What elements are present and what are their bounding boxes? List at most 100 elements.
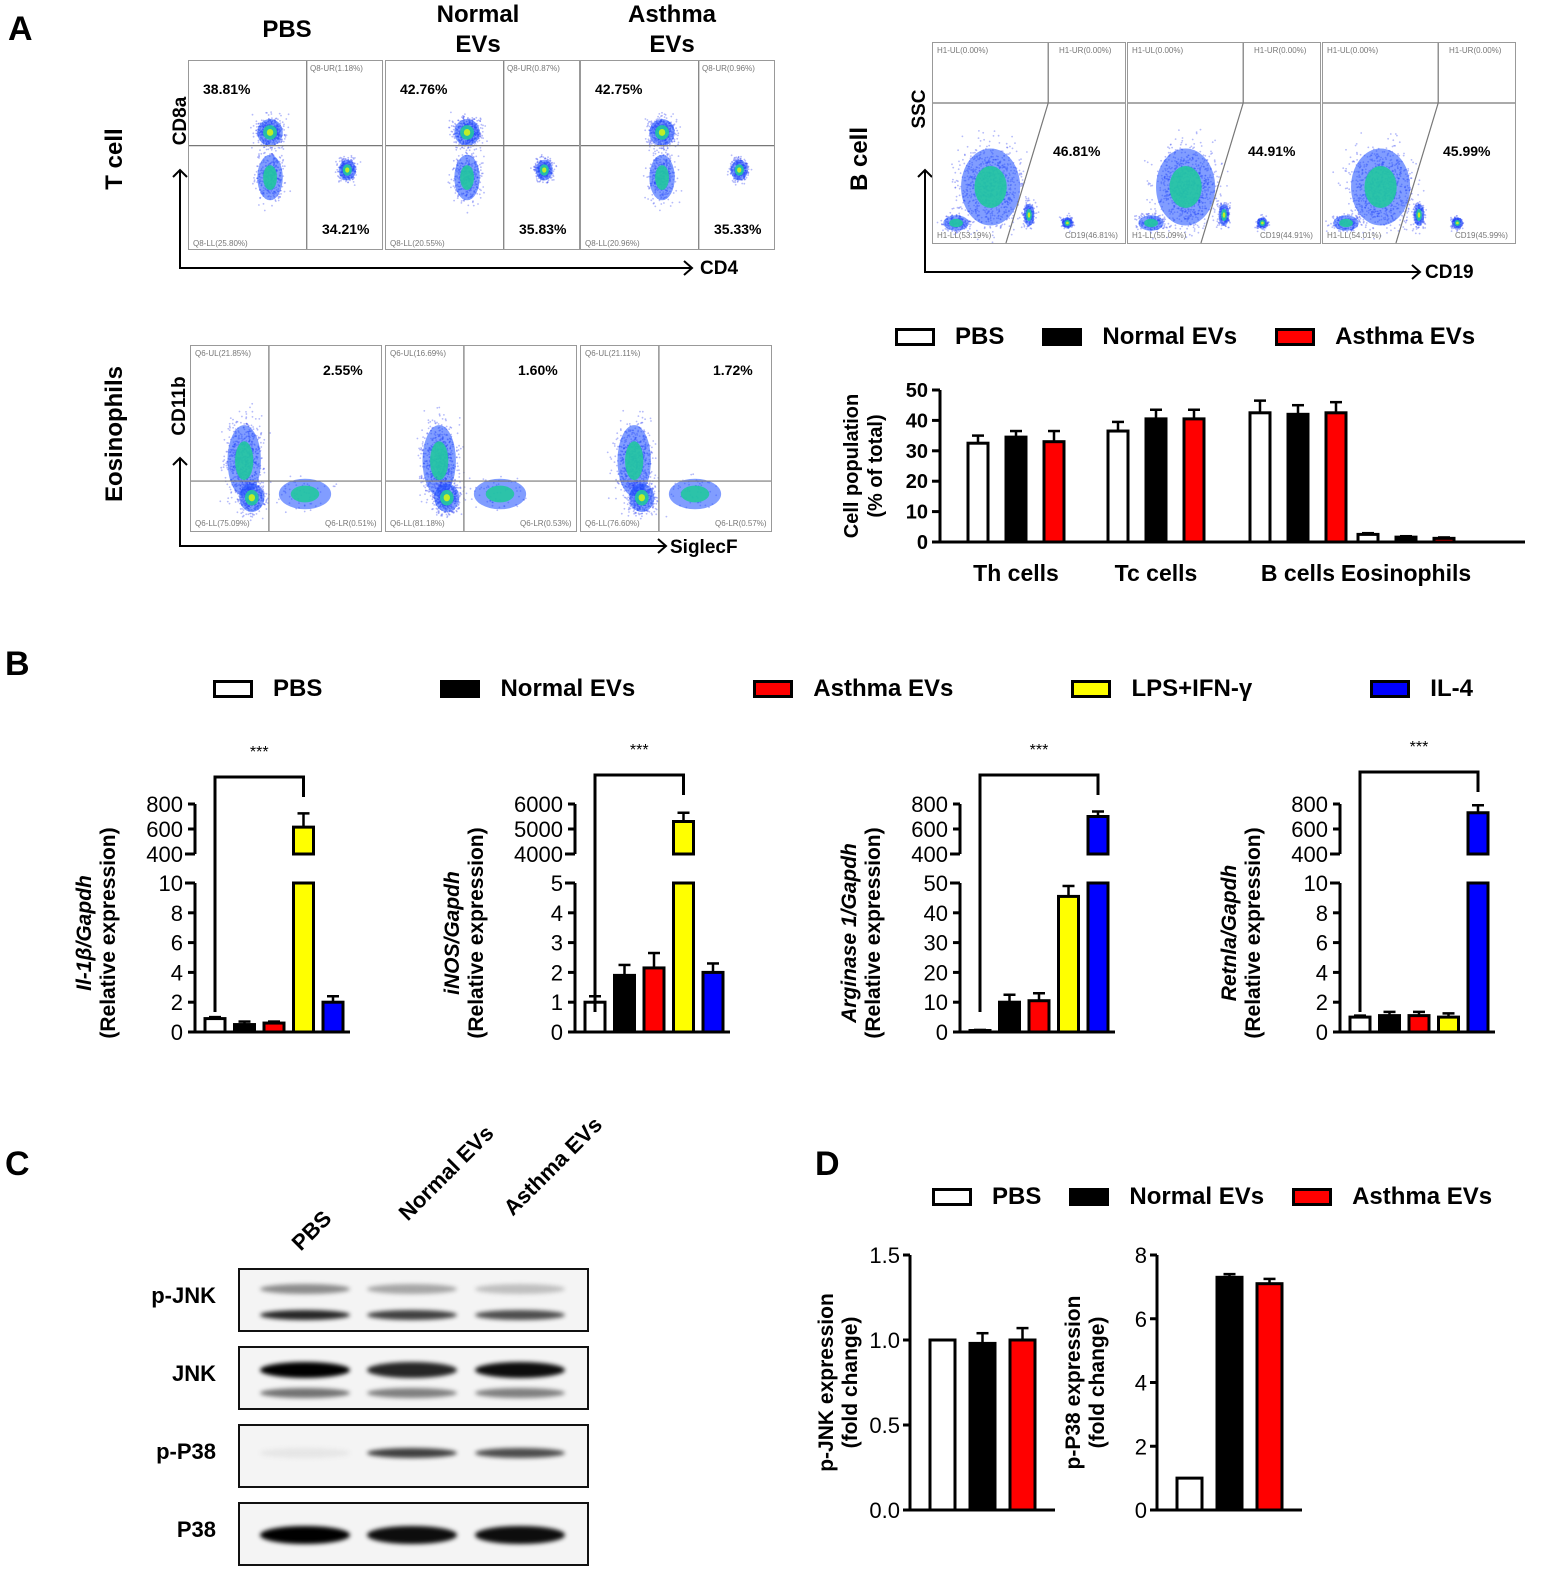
blot-band [475, 1362, 565, 1378]
legend-swatch [1292, 1188, 1333, 1206]
flow-plot-eos-3: Q6-UL(21.11%) 1.72% Q6-LL(76.60%) Q6-LR(0.5… [580, 345, 772, 532]
blot-label-p-jnk: p-JNK [151, 1283, 216, 1308]
bar-asthma-evs [1432, 536, 1456, 544]
blot-band [367, 1362, 457, 1378]
bar-pbs [1356, 532, 1380, 544]
legend-item: Asthma EVs [1275, 323, 1475, 351]
tcell-axis-arrow [172, 168, 694, 276]
bar-asthma-evs [1182, 417, 1206, 544]
x-axis-label-cd19: CD19 [1425, 262, 1474, 283]
blot-band [260, 1526, 350, 1544]
bar-3 [1437, 1015, 1460, 1034]
y-tick-label: 800 [146, 792, 183, 817]
legend-label: PBS [955, 323, 1005, 350]
legend-swatch [895, 328, 935, 346]
quadrant-ll-label: Q6-LL(76.60%) [585, 519, 640, 528]
bar-4 [701, 970, 725, 1034]
scatter-dots [606, 409, 722, 520]
legend-swatch [1275, 328, 1316, 346]
bar-3-upper [672, 820, 695, 856]
density-plot [581, 346, 771, 531]
y-axis-title-gene: Il-1β/Gapdh [73, 875, 96, 991]
legend-label: Asthma EVs [1352, 1183, 1493, 1210]
blot-band [367, 1388, 457, 1398]
legend-label: Normal EVs [1102, 323, 1238, 350]
quadrant-ul-label: Q6-UL(21.11%) [585, 349, 641, 358]
y-tick-label: 20 [906, 471, 928, 493]
blot-band [475, 1448, 565, 1458]
legend-item: IL-4 [1370, 675, 1473, 703]
x-tick-label: Eosinophils [1341, 560, 1471, 586]
y-axis-title: (Relative expression) [862, 827, 885, 1038]
significance-bracket [213, 775, 305, 1012]
blot-band [260, 1362, 350, 1378]
blot-band [475, 1526, 565, 1544]
legend-d: PBS Normal EVs Asthma EVs [932, 1183, 1492, 1211]
y-tick-label: 4 [551, 901, 563, 926]
quadrant-ll-label: Q6-LL(81.18%) [390, 519, 445, 528]
bar-4-upper [1086, 815, 1110, 856]
y-tick-label: 10 [924, 990, 948, 1015]
y-axis-title: Cell population [841, 394, 863, 538]
flow-plot-eos-2: Q6-UL(16.69%) 1.60% Q6-LL(81.18%) Q6-LR(0.5… [385, 345, 577, 532]
gate-percent: 45.99% [1443, 143, 1491, 159]
y-tick-label: 20 [924, 960, 948, 985]
y-axis-title: (% of total) [865, 414, 887, 517]
legend-swatch [213, 680, 253, 698]
y-tick-label: 8 [1316, 901, 1328, 926]
scatter-dots [447, 111, 558, 214]
legend-swatch [932, 1188, 972, 1206]
density-plot [191, 346, 381, 531]
bar-4 [321, 1000, 345, 1034]
y-tick-label: 8 [1135, 1243, 1147, 1268]
scatter-dots [1134, 128, 1271, 240]
legend-label: PBS [273, 675, 323, 702]
quadrant-lr-label: Q6-LR(0.51%) [325, 519, 377, 528]
bar-1 [998, 1000, 1021, 1034]
column-header-line: EVs [649, 31, 695, 58]
y-tick-label: 50 [906, 380, 928, 402]
y-tick-label: 0 [551, 1020, 563, 1045]
quadrant-ul-percent: 42.75% [595, 81, 643, 97]
legend-label: Normal EVs [500, 675, 636, 702]
significance-bracket [978, 773, 1100, 1012]
flow-plot-bcell-3: H1-UL(0.00%) H1-UR(0.00%) 45.99% H1-LL(54.0… [1322, 42, 1516, 244]
blot-band [367, 1448, 457, 1458]
bar-3-upper [292, 825, 315, 856]
legend-label: Asthma EVs [1335, 323, 1476, 350]
bar-asthma-evs [1255, 1282, 1284, 1512]
y-axis-title: (Relative expression) [97, 827, 120, 1038]
gate-line-diagonal [1395, 102, 1439, 243]
bcell-axis-arrow [917, 168, 1422, 280]
legend-swatch [440, 680, 481, 698]
bar-4-lower [1086, 881, 1110, 1034]
quadrant-ll-label: Q8-LL(25.80%) [193, 239, 248, 248]
y-tick-label: 400 [146, 842, 183, 867]
legend-item: Normal EVs [1069, 1183, 1264, 1211]
chart-d-quant: 0.00.51.01.5p-JNK expression (fold change… [815, 1243, 1302, 1523]
significance-label: *** [1030, 742, 1049, 759]
bar-3-lower [672, 881, 695, 1034]
bar-1 [1378, 1014, 1401, 1034]
quadrant-ll-label: Q6-LL(75.09%) [195, 519, 250, 528]
quadrant-ur-label: Q8-UR(1.18%) [310, 64, 363, 73]
panel-letter-a: A [8, 10, 33, 48]
legend-swatch [1069, 1188, 1110, 1206]
y-tick-label: 4 [1316, 960, 1328, 985]
scatter-dots [250, 111, 362, 212]
y-tick-label: 30 [906, 441, 928, 463]
significance-label: *** [1410, 739, 1429, 756]
blot-band [475, 1284, 565, 1294]
legend-item: PBS [932, 1183, 1041, 1211]
y-tick-label: 30 [924, 931, 948, 956]
bar-pbs [1175, 1476, 1204, 1512]
quadrant-ul-label: Q6-UL(21.85%) [195, 349, 252, 358]
bar-asthma-evs [1042, 440, 1066, 544]
density-plot [581, 61, 774, 249]
y-axis-title: p-P38 expression [1062, 1296, 1085, 1470]
quadrant-ll-label: H1-LL(53.19%) [937, 231, 992, 240]
gate-percent: 46.81% [1053, 143, 1101, 159]
y-tick-label: 800 [911, 792, 948, 817]
quadrant-ur-label: H1-UR(0.00%) [1254, 46, 1307, 55]
density-plot [189, 61, 382, 249]
